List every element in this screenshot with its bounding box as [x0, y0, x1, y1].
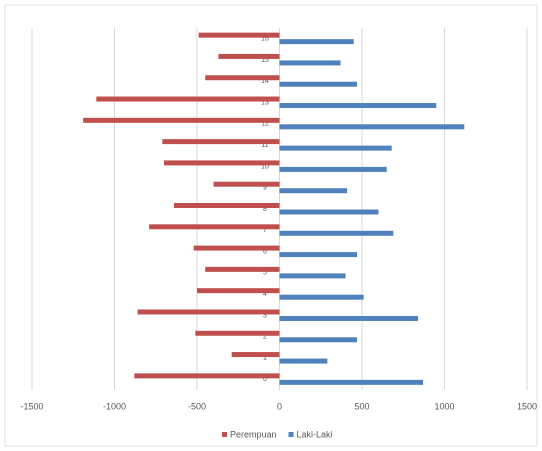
category-label: 6	[263, 248, 267, 255]
bar	[279, 273, 346, 279]
bar	[279, 81, 358, 87]
category-label: 13	[261, 99, 269, 106]
category-label: 9	[263, 185, 267, 192]
bar	[213, 181, 280, 187]
category-label: 7	[263, 227, 267, 234]
bar	[279, 145, 392, 151]
bar	[279, 294, 364, 300]
bar	[231, 352, 280, 358]
bar	[162, 139, 280, 145]
bar	[137, 309, 280, 315]
bar	[164, 160, 280, 166]
bar	[195, 330, 280, 336]
legend-label: Laki-Laki	[297, 429, 333, 439]
x-tick-label: -500	[188, 401, 206, 411]
bar	[96, 96, 280, 102]
x-tick-label: 500	[354, 401, 369, 411]
category-label: 1	[263, 355, 267, 362]
legend-label: Perempuan	[230, 429, 277, 439]
bar	[279, 60, 341, 66]
x-tick-label: 1500	[517, 401, 537, 411]
legend-swatch	[222, 432, 227, 437]
bar	[149, 224, 280, 230]
bar	[279, 188, 348, 194]
category-label: 0	[263, 376, 267, 383]
bar	[197, 288, 280, 294]
category-label: 5	[263, 270, 267, 277]
bar	[134, 373, 280, 379]
bar	[218, 53, 280, 59]
bar	[279, 230, 394, 236]
bar	[198, 32, 280, 38]
bar	[279, 39, 354, 45]
category-label: 8	[263, 206, 267, 213]
bar	[279, 209, 379, 215]
x-tick-label: -1500	[20, 401, 43, 411]
category-label: 15	[261, 57, 269, 64]
x-tick-label: 0	[277, 401, 282, 411]
bar	[279, 166, 387, 172]
bar	[279, 252, 358, 258]
bar	[83, 117, 280, 123]
category-label: 4	[263, 291, 267, 298]
legend-swatch	[288, 432, 294, 437]
category-label: 11	[261, 142, 268, 149]
bar	[279, 103, 437, 109]
category-label: 2	[263, 334, 267, 341]
category-label: 12	[261, 121, 269, 128]
bar	[279, 124, 465, 130]
bar	[279, 358, 328, 364]
x-tick-label: -1000	[103, 401, 126, 411]
bar	[279, 337, 358, 343]
category-label: 16	[261, 35, 269, 42]
bar	[205, 75, 280, 81]
bar	[279, 379, 424, 385]
bar	[279, 315, 419, 321]
bar	[193, 245, 280, 251]
category-label: 10	[261, 163, 269, 170]
category-label: 3	[263, 312, 267, 319]
category-label: 14	[261, 78, 269, 85]
bar	[205, 266, 280, 272]
x-tick-label: 1000	[434, 401, 454, 411]
bar	[173, 203, 280, 208]
